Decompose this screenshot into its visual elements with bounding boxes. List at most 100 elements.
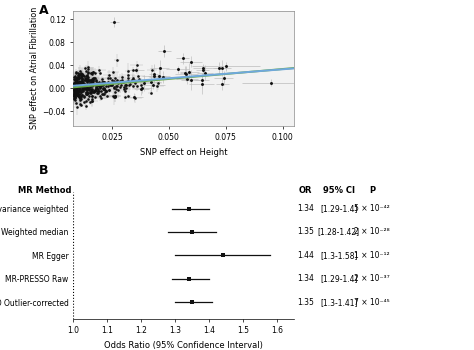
Point xyxy=(82,89,90,95)
Point xyxy=(92,82,100,88)
Point xyxy=(124,78,132,84)
Point xyxy=(72,89,79,95)
Point xyxy=(95,82,102,87)
Point xyxy=(124,93,132,99)
Text: 95% CI: 95% CI xyxy=(323,186,355,195)
Point xyxy=(88,81,96,86)
Point xyxy=(70,88,78,93)
Point xyxy=(141,80,148,86)
Point xyxy=(76,71,83,76)
Point xyxy=(95,88,103,93)
Point xyxy=(104,79,112,85)
Point xyxy=(82,91,90,97)
Point xyxy=(110,94,118,100)
Point xyxy=(95,83,103,89)
Point xyxy=(267,80,275,85)
Point xyxy=(73,75,81,80)
Point xyxy=(76,82,83,87)
Point xyxy=(79,72,87,78)
Point xyxy=(181,70,189,76)
Point xyxy=(101,89,109,95)
Point xyxy=(75,84,82,90)
Point xyxy=(82,76,90,82)
Text: [1.3-1.41]: [1.3-1.41] xyxy=(320,298,358,307)
Point xyxy=(89,98,96,104)
Point xyxy=(81,77,88,83)
Point xyxy=(75,84,82,90)
Point xyxy=(112,87,119,92)
Point xyxy=(120,85,128,90)
Point xyxy=(76,68,84,74)
Point xyxy=(88,83,95,89)
Point xyxy=(73,84,81,89)
Point xyxy=(70,81,77,86)
Point xyxy=(87,83,94,88)
Point xyxy=(131,96,139,101)
Point xyxy=(71,94,79,100)
Point xyxy=(84,90,91,96)
Point xyxy=(73,86,80,91)
Point xyxy=(71,95,79,100)
Point xyxy=(77,94,85,99)
Point xyxy=(113,83,120,88)
Point xyxy=(85,86,93,92)
Point xyxy=(73,78,81,83)
Point xyxy=(84,96,91,101)
Point xyxy=(70,80,78,85)
Point xyxy=(102,88,110,93)
Point xyxy=(91,87,99,92)
Point xyxy=(72,88,79,93)
Point xyxy=(80,77,87,83)
Point xyxy=(99,85,107,91)
Point xyxy=(130,94,137,100)
Point xyxy=(150,74,157,79)
Point xyxy=(83,82,91,87)
Point xyxy=(187,59,195,64)
Point xyxy=(79,78,86,84)
Point xyxy=(75,88,83,94)
Point xyxy=(72,84,79,89)
Point xyxy=(111,93,119,99)
Point xyxy=(89,90,97,95)
Point xyxy=(77,94,84,100)
Point xyxy=(83,87,91,92)
Point xyxy=(80,94,88,100)
Point xyxy=(86,83,93,89)
Point xyxy=(75,82,82,88)
Point xyxy=(75,79,82,84)
Point xyxy=(75,73,82,79)
Point xyxy=(106,87,113,93)
Point xyxy=(99,79,107,85)
Point xyxy=(81,83,88,89)
Point xyxy=(105,87,112,92)
Point xyxy=(72,84,80,89)
Point xyxy=(72,77,79,83)
Point xyxy=(85,88,92,93)
Point xyxy=(106,82,114,88)
Point xyxy=(73,80,81,86)
Point xyxy=(74,73,82,79)
Point xyxy=(112,83,120,89)
Point xyxy=(77,103,84,108)
Point xyxy=(99,76,106,82)
Point xyxy=(94,80,102,85)
Point xyxy=(75,76,82,81)
Point xyxy=(86,90,94,96)
Point xyxy=(79,75,86,81)
Point xyxy=(82,103,90,109)
Point xyxy=(73,83,81,89)
Point xyxy=(159,75,166,80)
Point xyxy=(135,73,142,79)
Point xyxy=(82,76,90,82)
Point xyxy=(80,88,87,93)
Point xyxy=(76,101,84,107)
Point xyxy=(131,80,138,85)
Point xyxy=(81,65,89,71)
Point xyxy=(78,79,85,85)
Point xyxy=(74,84,82,90)
Point xyxy=(89,69,96,74)
Point xyxy=(70,85,77,91)
Point xyxy=(83,75,91,81)
Point xyxy=(72,77,79,83)
Text: 1.34: 1.34 xyxy=(297,204,314,213)
